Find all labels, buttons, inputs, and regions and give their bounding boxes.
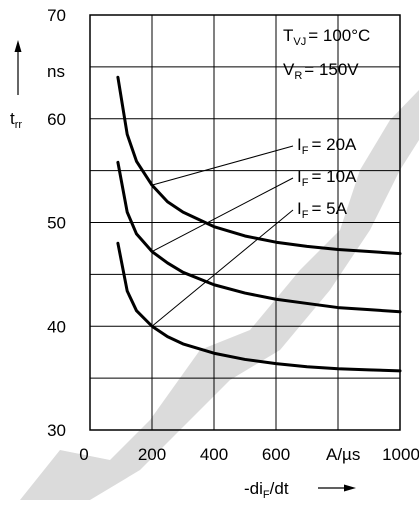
- y-tick-label: 50: [47, 214, 66, 233]
- x-axis-arrow: [318, 484, 356, 492]
- y-tick-label: 30: [47, 421, 66, 440]
- series-line: [116, 160, 402, 314]
- x-tick-label: 1000: [382, 445, 419, 464]
- x-axis-label: -diF/dt: [244, 479, 289, 501]
- condition-vr: VR = 150V: [283, 60, 359, 82]
- x-tick-labels: 0 200 400 600 1000: [79, 445, 419, 464]
- series-line: [116, 75, 402, 256]
- series-label-10a: IF = 10A: [297, 167, 357, 189]
- x-tick-label: 0: [79, 445, 88, 464]
- leader-line: [151, 145, 294, 186]
- y-tick-label: 70: [47, 6, 66, 25]
- y-tick-label: 60: [47, 110, 66, 129]
- x-tick-label: 400: [200, 445, 228, 464]
- leader-line: [151, 177, 294, 252]
- series-line: [116, 241, 402, 373]
- condition-tvj: TVJ = 100°C: [283, 26, 370, 48]
- x-unit-label: A/µs: [326, 445, 360, 464]
- watermark-graphic: [20, 90, 419, 500]
- grid-lines: [90, 15, 400, 430]
- series-label-20a: IF = 20A: [297, 135, 357, 157]
- y-unit-label: ns: [47, 62, 65, 81]
- leader-line: [151, 209, 294, 327]
- y-tick-labels: 30 40 50 60 70: [47, 6, 66, 440]
- x-tick-label: 200: [138, 445, 166, 464]
- series-label-5a: IF = 5A: [297, 199, 348, 221]
- leader-lines: [151, 145, 294, 327]
- x-tick-label: 600: [262, 445, 290, 464]
- y-tick-label: 40: [47, 317, 66, 336]
- y-axis-arrow: [14, 40, 22, 95]
- series-curves: [116, 75, 402, 373]
- y-axis-label: trr: [10, 109, 22, 131]
